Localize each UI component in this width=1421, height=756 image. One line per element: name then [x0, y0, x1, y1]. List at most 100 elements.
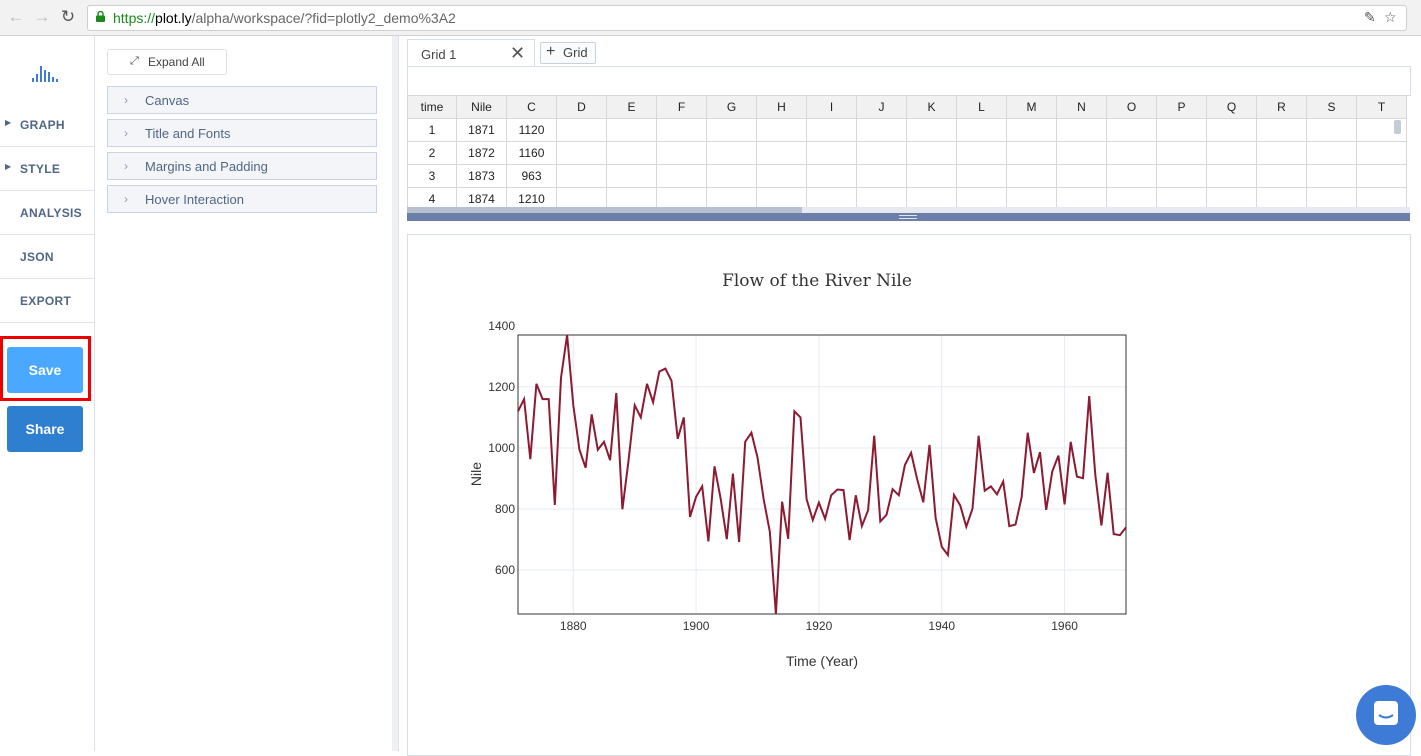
grid-cell[interactable]: [756, 164, 807, 188]
cell-editor-bar[interactable]: [407, 66, 1411, 96]
grid-cell[interactable]: [1256, 118, 1307, 142]
grid-cell[interactable]: 1874: [456, 187, 507, 208]
column-header[interactable]: E: [606, 95, 657, 119]
grid-cell[interactable]: 3: [407, 164, 457, 188]
column-header[interactable]: I: [806, 95, 857, 119]
grid-cell[interactable]: [956, 187, 1007, 208]
grid-cell[interactable]: [956, 141, 1007, 165]
grid-cell[interactable]: [906, 164, 957, 188]
grid-cell[interactable]: [1056, 187, 1107, 208]
vertical-scrollbar[interactable]: [1394, 120, 1401, 134]
grid-cell[interactable]: [906, 118, 957, 142]
nav-item-analysis[interactable]: ANALYSIS: [0, 191, 94, 235]
grid-cell[interactable]: [906, 187, 957, 208]
nav-item-json[interactable]: JSON: [0, 235, 94, 279]
column-header[interactable]: P: [1156, 95, 1207, 119]
column-header[interactable]: T: [1356, 95, 1407, 119]
grid-cell[interactable]: [606, 164, 657, 188]
grid-cell[interactable]: [1156, 164, 1207, 188]
fold-title-and-fonts[interactable]: › Title and Fonts: [107, 119, 377, 147]
grid-cell[interactable]: 1120: [506, 118, 557, 142]
nav-item-export[interactable]: EXPORT: [0, 279, 94, 323]
scrollbar-thumb[interactable]: [407, 207, 802, 213]
share-button[interactable]: Share: [7, 406, 83, 452]
column-header[interactable]: Q: [1206, 95, 1257, 119]
column-header[interactable]: N: [1056, 95, 1107, 119]
grid-cell[interactable]: [906, 141, 957, 165]
column-header[interactable]: C: [506, 95, 557, 119]
column-header[interactable]: time: [407, 95, 457, 119]
grid-cell[interactable]: [1206, 187, 1257, 208]
reload-icon[interactable]: ↻: [60, 7, 76, 26]
grid-cell[interactable]: [1356, 187, 1407, 208]
column-header[interactable]: J: [856, 95, 907, 119]
grid-cell[interactable]: [1206, 118, 1257, 142]
grid-cell[interactable]: 1: [407, 118, 457, 142]
column-header[interactable]: S: [1306, 95, 1357, 119]
grid-cell[interactable]: [1106, 118, 1157, 142]
grid-cell[interactable]: 1872: [456, 141, 507, 165]
forward-arrow-icon[interactable]: →: [33, 7, 51, 26]
column-header[interactable]: F: [656, 95, 707, 119]
grid-cell[interactable]: [656, 118, 707, 142]
nav-item-style[interactable]: ▶ STYLE: [0, 147, 94, 191]
grid-cell[interactable]: [756, 187, 807, 208]
fold-canvas[interactable]: › Canvas: [107, 86, 377, 114]
grid-cell[interactable]: [556, 141, 607, 165]
grid-cell[interactable]: [806, 118, 857, 142]
grid-cell[interactable]: 1871: [456, 118, 507, 142]
column-header[interactable]: Nile: [456, 95, 507, 119]
grid-resize-handle[interactable]: [407, 213, 1410, 221]
grid-cell[interactable]: [1306, 141, 1357, 165]
grid-cell[interactable]: 963: [506, 164, 557, 188]
grid-cell[interactable]: [1206, 164, 1257, 188]
grid-cell[interactable]: [656, 141, 707, 165]
y-axis-title[interactable]: Nile: [468, 462, 484, 486]
grid-cell[interactable]: [956, 164, 1007, 188]
column-header[interactable]: H: [756, 95, 807, 119]
grid-cell[interactable]: [1356, 164, 1407, 188]
grid-cell[interactable]: [1306, 187, 1357, 208]
grid-cell[interactable]: [1056, 141, 1107, 165]
grid-cell[interactable]: 1210: [506, 187, 557, 208]
grid-cell[interactable]: [1106, 187, 1157, 208]
add-grid-button[interactable]: + Grid: [540, 42, 596, 64]
grid-cell[interactable]: 4: [407, 187, 457, 208]
column-header[interactable]: G: [706, 95, 757, 119]
grid-cell[interactable]: [1006, 141, 1057, 165]
grid-cell[interactable]: [1106, 141, 1157, 165]
grid-cell[interactable]: [706, 164, 757, 188]
grid-cell[interactable]: [1156, 118, 1207, 142]
grid-cell[interactable]: [606, 187, 657, 208]
fold-hover-interaction[interactable]: › Hover Interaction: [107, 185, 377, 213]
grid-cell[interactable]: [1306, 118, 1357, 142]
grid-cell[interactable]: [806, 187, 857, 208]
grid-cell[interactable]: [856, 187, 907, 208]
grid-cell[interactable]: [606, 118, 657, 142]
grid-cell[interactable]: [606, 141, 657, 165]
chart-title[interactable]: Flow of the River Nile: [722, 271, 912, 291]
expand-all-button[interactable]: ⤢ Expand All: [107, 49, 227, 75]
grid-cell[interactable]: [1206, 141, 1257, 165]
tab-grid-1[interactable]: Grid 1 ✕: [407, 39, 535, 68]
grid-cell[interactable]: [706, 141, 757, 165]
grid-cell[interactable]: [1306, 164, 1357, 188]
grid-cell[interactable]: [1156, 141, 1207, 165]
grid-cell[interactable]: 1873: [456, 164, 507, 188]
grid-cell[interactable]: 1160: [506, 141, 557, 165]
paintbrush-icon[interactable]: ✎: [1364, 9, 1376, 25]
grid-cell[interactable]: [556, 118, 607, 142]
grid-cell[interactable]: [1006, 164, 1057, 188]
grid-cell[interactable]: [1106, 164, 1157, 188]
panel-divider[interactable]: [392, 36, 399, 751]
column-header[interactable]: K: [906, 95, 957, 119]
grid-cell[interactable]: [1056, 164, 1107, 188]
horizontal-scrollbar[interactable]: [407, 207, 1410, 213]
grid-cell[interactable]: [956, 118, 1007, 142]
grid-cell[interactable]: [856, 141, 907, 165]
series-line-nile[interactable]: [517, 334, 1127, 615]
grid-cell[interactable]: [756, 141, 807, 165]
grid-cell[interactable]: [1056, 118, 1107, 142]
close-icon[interactable]: ✕: [510, 43, 526, 63]
grid-cell[interactable]: [806, 164, 857, 188]
